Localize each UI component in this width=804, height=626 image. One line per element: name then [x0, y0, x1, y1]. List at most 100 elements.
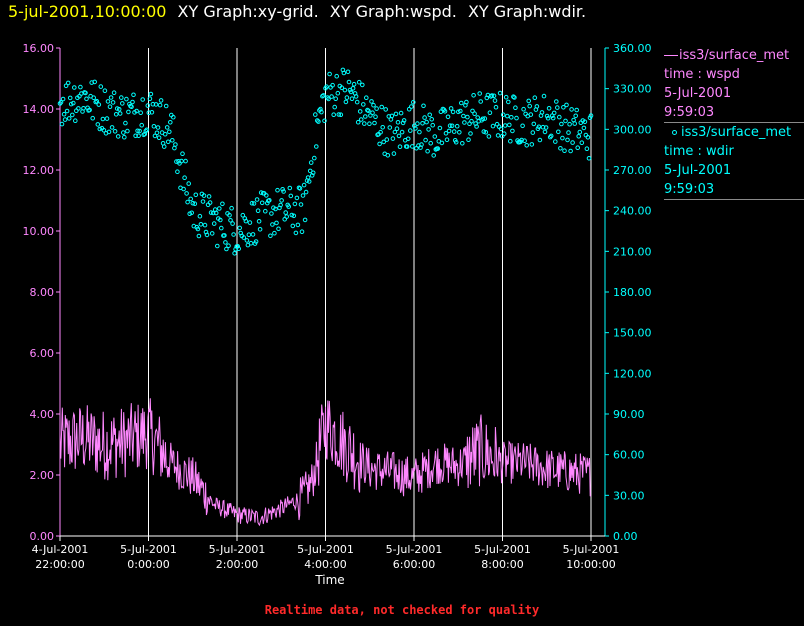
data-point-wdir	[217, 206, 222, 211]
data-point-wdir	[490, 123, 496, 129]
data-point-wdir	[123, 120, 128, 126]
x-tick-label-date: 5-Jul-2001	[297, 543, 354, 556]
data-point-wdir	[492, 98, 498, 103]
data-point-wdir	[393, 111, 399, 117]
right-y-tick-label: 210.00	[613, 245, 652, 258]
data-point-wdir	[135, 128, 140, 134]
data-point-wdir	[102, 88, 108, 93]
data-point-wdir	[585, 135, 591, 140]
data-point-wdir	[301, 182, 307, 188]
legend-entry-wdir[interactable]: iss3/surface_met time : wdir 5-Jul-2001 …	[664, 123, 804, 200]
data-point-wdir	[101, 128, 107, 133]
left-y-tick-label: 16.00	[23, 42, 55, 55]
data-point-wdir	[126, 109, 131, 115]
data-point-wdir	[246, 232, 252, 237]
data-point-wdir	[409, 104, 414, 109]
data-point-wdir	[391, 151, 397, 156]
legend-circle-swatch	[672, 130, 677, 135]
data-point-wdir	[423, 137, 428, 143]
data-point-wdir	[195, 226, 201, 232]
data-point-wdir	[373, 114, 378, 119]
data-point-wdir	[332, 104, 338, 110]
data-point-wdir	[273, 206, 278, 212]
data-point-wdir	[250, 232, 256, 237]
data-point-wdir	[284, 214, 290, 219]
data-point-wdir	[360, 82, 365, 88]
data-point-wdir	[575, 145, 581, 150]
data-point-wdir	[491, 93, 497, 99]
x-tick-label-time: 22:00:00	[35, 558, 84, 571]
data-point-wdir	[561, 105, 566, 110]
data-point-wdir	[180, 151, 185, 156]
data-point-wdir	[555, 105, 560, 110]
data-point-wdir	[341, 70, 347, 76]
data-point-wdir	[444, 137, 450, 142]
data-point-wdir	[105, 99, 111, 104]
data-point-wdir	[97, 126, 103, 132]
data-point-wdir	[362, 121, 367, 126]
data-point-wdir	[446, 128, 452, 134]
data-point-wdir	[371, 102, 376, 108]
data-point-wdir	[302, 217, 308, 223]
data-point-wdir	[272, 230, 277, 236]
data-point-wdir	[151, 124, 157, 129]
right-y-tick-label: 120.00	[613, 367, 652, 380]
data-point-wdir	[198, 222, 204, 227]
data-point-wdir	[539, 110, 545, 115]
data-point-wdir	[186, 181, 191, 186]
data-point-wdir	[345, 69, 351, 75]
legend-entry-wspd[interactable]: iss3/surface_met time : wspd 5-Jul-2001 …	[664, 46, 804, 123]
data-point-wdir	[182, 175, 187, 180]
right-y-tick-label: 180.00	[613, 286, 652, 299]
data-point-wdir	[451, 129, 457, 134]
data-point-wdir	[526, 98, 532, 104]
data-point-wdir	[293, 230, 299, 236]
data-point-wdir	[211, 221, 217, 226]
data-point-wdir	[98, 84, 104, 89]
data-point-wdir	[397, 144, 403, 149]
data-point-wdir	[294, 195, 300, 201]
data-point-wdir	[278, 202, 283, 208]
data-point-wdir	[454, 123, 460, 129]
data-point-wdir	[299, 229, 305, 234]
data-point-wdir	[425, 148, 430, 154]
data-point-wdir	[145, 103, 151, 108]
data-point-wdir	[505, 113, 510, 119]
data-point-wdir	[461, 113, 466, 119]
data-point-wdir	[527, 103, 533, 109]
series-line-wspd	[59, 398, 592, 527]
data-point-wdir	[158, 98, 164, 103]
data-point-wdir	[188, 196, 193, 202]
data-point-wdir	[219, 225, 224, 231]
x-tick-label-time: 4:00:00	[304, 558, 346, 571]
left-y-tick-label: 10.00	[23, 225, 55, 238]
data-point-wdir	[287, 185, 293, 191]
data-point-wdir	[570, 140, 575, 145]
data-point-wdir	[226, 243, 231, 248]
x-axis-title: Time	[315, 573, 345, 587]
data-point-wdir	[372, 120, 377, 126]
data-point-wdir	[431, 153, 437, 158]
data-point-wdir	[70, 112, 75, 118]
data-point-wdir	[349, 96, 355, 101]
data-point-wdir	[136, 133, 141, 138]
data-point-wdir	[521, 106, 526, 112]
data-point-wdir	[161, 144, 167, 149]
legend: iss3/surface_met time : wspd 5-Jul-2001 …	[664, 46, 804, 200]
data-point-wdir	[327, 71, 332, 77]
data-point-wdir	[171, 114, 176, 120]
data-point-wdir	[112, 129, 118, 134]
data-point-wdir	[61, 111, 67, 117]
data-point-wdir	[58, 100, 64, 105]
data-point-wdir	[384, 137, 390, 142]
data-point-wdir	[84, 96, 89, 102]
data-point-wdir	[224, 246, 229, 252]
data-point-wdir	[314, 144, 319, 149]
data-point-wdir	[500, 112, 506, 117]
data-point-wdir	[288, 193, 294, 199]
data-point-wdir	[564, 102, 569, 108]
data-point-wdir	[353, 94, 359, 99]
data-point-wdir	[298, 202, 304, 207]
data-point-wdir	[489, 93, 495, 98]
data-point-wdir	[300, 193, 306, 198]
